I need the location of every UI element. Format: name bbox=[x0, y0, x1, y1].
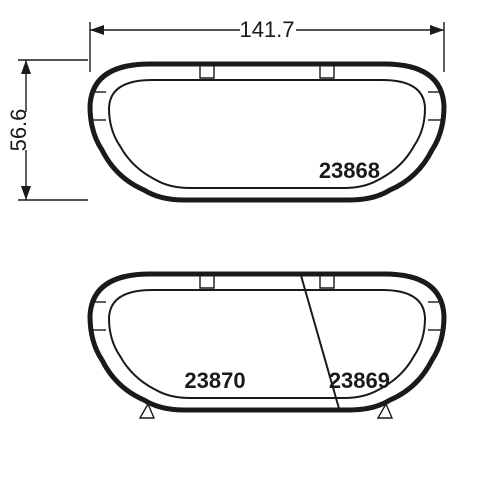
brake-pad-upper: 23868 bbox=[90, 64, 444, 200]
part-number-upper: 23868 bbox=[319, 158, 380, 183]
drawing-svg: 141.7 56.6 23868 bbox=[0, 0, 500, 500]
dimension-width-label: 141.7 bbox=[239, 17, 294, 42]
part-number-lower-left: 23870 bbox=[184, 368, 245, 393]
technical-drawing: 141.7 56.6 23868 bbox=[0, 0, 500, 500]
dimension-height: 56.6 bbox=[6, 60, 88, 200]
brake-pad-lower: 23870 23869 bbox=[90, 272, 444, 418]
part-number-lower-right: 23869 bbox=[329, 368, 390, 393]
dimension-height-label: 56.6 bbox=[6, 109, 31, 152]
